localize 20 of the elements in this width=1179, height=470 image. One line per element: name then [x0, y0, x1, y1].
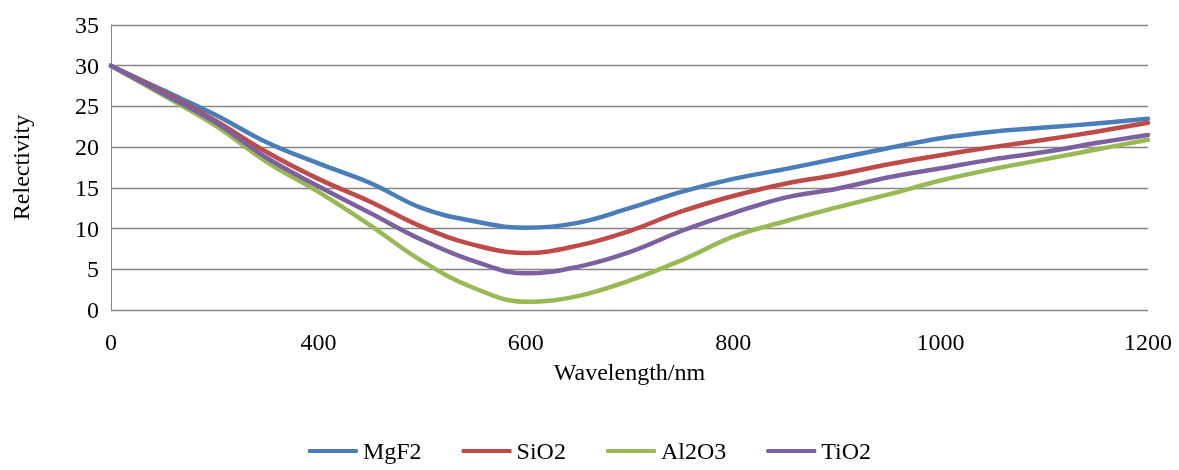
- y-tick-label: 30: [75, 52, 99, 79]
- x-axis-title: Wavelength/nm: [553, 359, 706, 385]
- x-tick-label: 400: [300, 329, 337, 355]
- x-tick-label: 600: [507, 329, 544, 355]
- x-tick-label: 1000: [916, 329, 965, 355]
- legend-label: Al2O3: [660, 438, 727, 464]
- legend-label: MgF2: [362, 438, 422, 464]
- x-tick-label: 0: [105, 329, 117, 355]
- legend-label: SiO2: [516, 438, 566, 464]
- y-tick-label: 35: [75, 12, 99, 38]
- y-tick-label: 25: [75, 93, 99, 120]
- y-tick-label: 20: [75, 134, 99, 161]
- x-tick-label: 1200: [1124, 329, 1172, 355]
- y-tick-label: 15: [75, 174, 99, 201]
- y-tick-label: 10: [75, 215, 99, 242]
- y-axis-title: Relectivity: [8, 114, 34, 221]
- legend-label: TiO2: [821, 438, 872, 464]
- x-tick-label: 800: [715, 329, 752, 355]
- y-tick-label: 5: [87, 256, 99, 283]
- y-tick-label: 0: [87, 297, 99, 323]
